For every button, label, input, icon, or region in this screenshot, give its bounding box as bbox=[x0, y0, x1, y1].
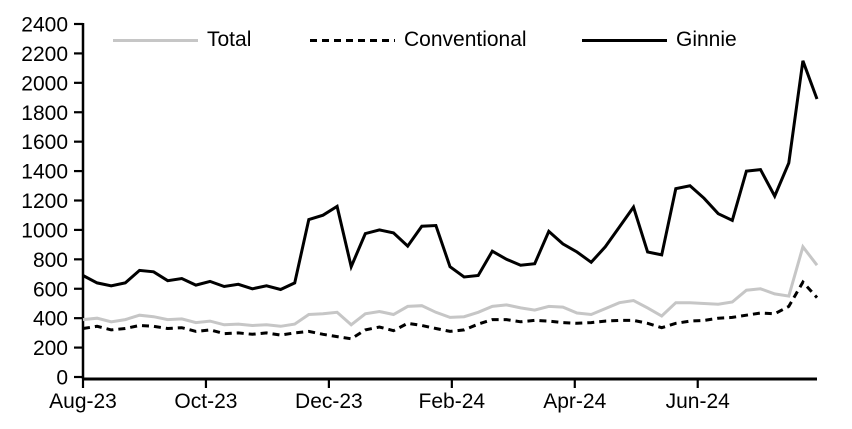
y-tick-label: 800 bbox=[33, 249, 68, 272]
series-line-conventional bbox=[82, 279, 819, 341]
y-tick-label: 1200 bbox=[21, 190, 68, 213]
x-tick-label: Apr-24 bbox=[543, 390, 606, 413]
x-tick-label: Feb-24 bbox=[419, 390, 486, 413]
y-tick-label: 1800 bbox=[21, 102, 68, 125]
series-line-ginnie bbox=[82, 60, 819, 292]
y-tick-label: 200 bbox=[33, 337, 68, 360]
x-tick-label: Oct-23 bbox=[174, 390, 237, 413]
y-tick-label: 2400 bbox=[21, 14, 68, 37]
y-tick-label: 2200 bbox=[21, 43, 68, 66]
y-tick-label: 1400 bbox=[21, 161, 68, 184]
y-tick-label: 400 bbox=[33, 308, 68, 331]
y-tick-label: 2000 bbox=[21, 72, 68, 95]
y-tick-label: 1000 bbox=[21, 219, 68, 242]
series-line-total bbox=[82, 243, 819, 328]
x-tick-label: Jun-24 bbox=[666, 390, 731, 413]
x-tick-label: Dec-23 bbox=[295, 390, 363, 413]
y-tick-label: 1600 bbox=[21, 131, 68, 154]
x-tick-label: Aug-23 bbox=[49, 390, 117, 413]
y-tick-label: 0 bbox=[56, 367, 68, 390]
y-tick-label: 600 bbox=[33, 278, 68, 301]
